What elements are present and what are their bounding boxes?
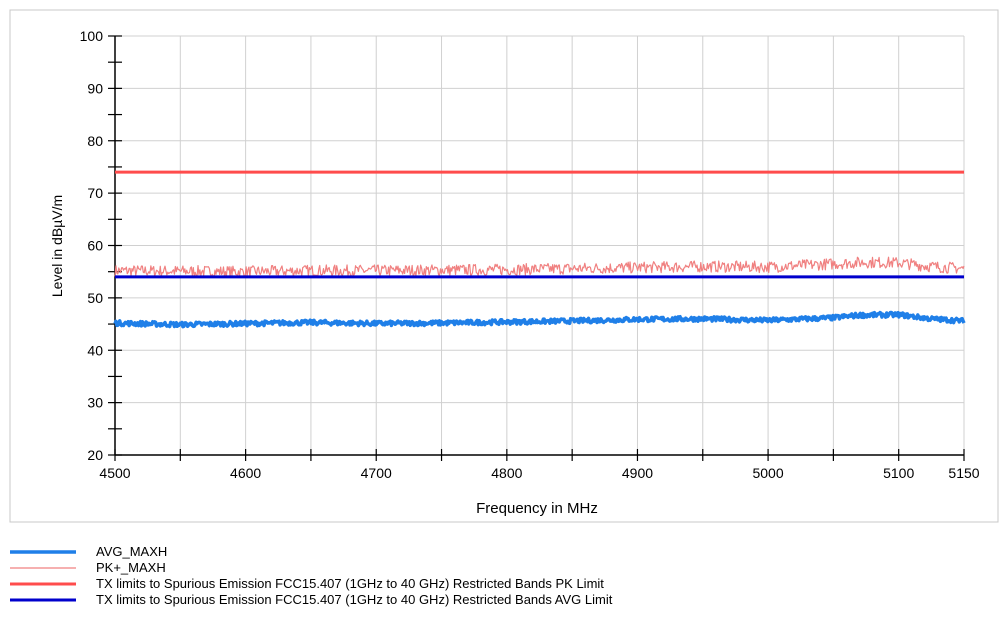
- x-tick-label: 4700: [361, 465, 392, 481]
- chart-border: [9, 9, 999, 523]
- y-tick-label: 20: [87, 447, 103, 463]
- chart: 20 30 40 50 60 70 80 90 100 4500 4600 4700 4800 4900 5…: [9, 9, 999, 523]
- x-tick-label: 4600: [230, 465, 261, 481]
- y-tick-label: 80: [87, 133, 103, 149]
- legend-swatch: [10, 582, 76, 586]
- series-line-1: [114, 256, 965, 278]
- x-tick-label: 4900: [622, 465, 653, 481]
- y-tick-label: 60: [87, 238, 103, 254]
- ticks: 20 30 40 50 60 70 80 90 100 4500 4600 4700 4800 4900 5…: [80, 28, 980, 481]
- legend-item-pk-limit: TX limits to Spurious Emission FCC15.407…: [10, 576, 990, 592]
- legend-item-avg-maxh: AVG_MAXH: [10, 544, 990, 560]
- y-tick-label: 50: [87, 290, 103, 306]
- legend-swatch: [10, 550, 76, 554]
- series-group: [113, 170, 966, 329]
- legend-label: AVG_MAXH: [96, 544, 168, 559]
- legend-swatch: [10, 567, 76, 569]
- legend: AVG_MAXH PK+_MAXH TX limits to Spurious …: [10, 544, 990, 608]
- y-tick-label: 70: [87, 185, 103, 201]
- y-tick-label: 30: [87, 395, 103, 411]
- y-axis-label: Level in dBµV/m: [49, 195, 65, 297]
- x-axis-label: Frequency in MHz: [476, 500, 598, 517]
- legend-label: TX limits to Spurious Emission FCC15.407…: [96, 592, 613, 607]
- legend-label: PK+_MAXH: [96, 560, 166, 575]
- y-tick-label: 40: [87, 342, 103, 358]
- x-tick-label: 5100: [883, 465, 914, 481]
- x-tick-label: 5150: [948, 465, 979, 481]
- x-tick-label: 4800: [491, 465, 522, 481]
- legend-swatch: [10, 598, 76, 602]
- grid: [114, 35, 965, 456]
- x-tick-label: 5000: [752, 465, 783, 481]
- legend-label: TX limits to Spurious Emission FCC15.407…: [96, 576, 604, 591]
- y-tick-label: 90: [87, 80, 103, 96]
- y-tick-label: 100: [80, 28, 104, 44]
- legend-item-avg-limit: TX limits to Spurious Emission FCC15.407…: [10, 592, 990, 608]
- x-tick-label: 4500: [99, 465, 130, 481]
- series-line-0: [113, 310, 966, 329]
- legend-item-pk-maxh: PK+_MAXH: [10, 560, 990, 576]
